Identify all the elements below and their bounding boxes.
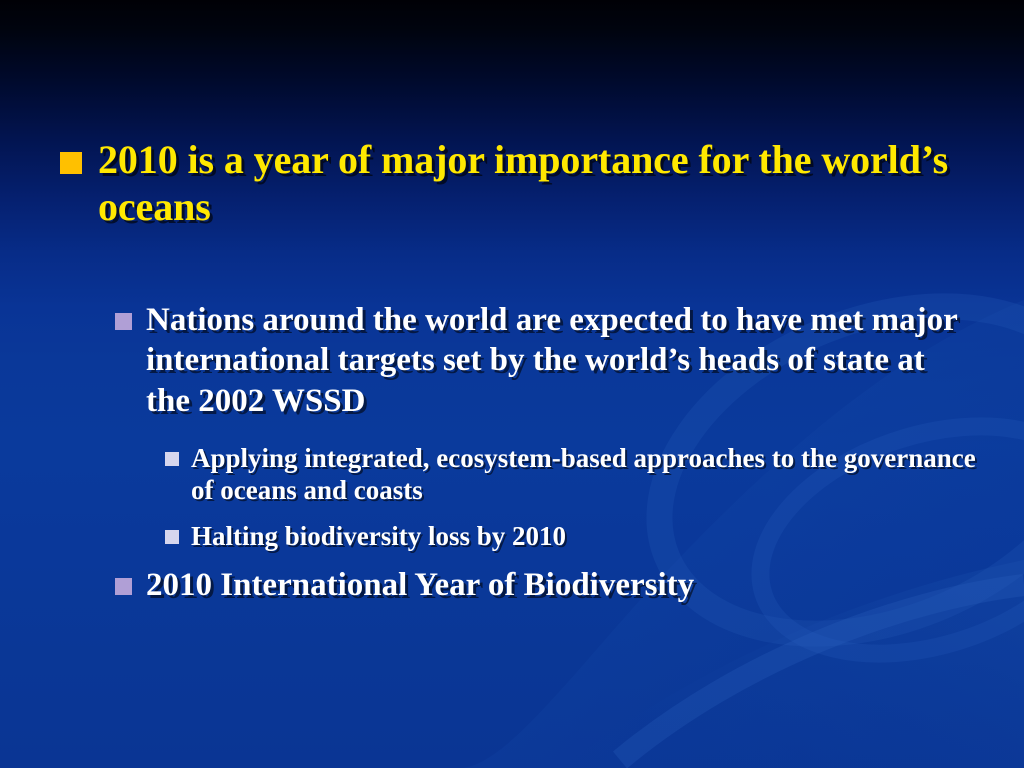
- bullet-text: Nations around the world are expected to…: [146, 302, 958, 419]
- square-bullet-icon: [115, 578, 132, 595]
- bullet-text: Applying integrated, ecosystem-based app…: [191, 443, 976, 506]
- bullet-text: 2010 International Year of Biodiversity: [146, 567, 695, 603]
- bullet-item-level1[interactable]: 2010 is a year of major importance for t…: [60, 136, 960, 230]
- bullet-text: Halting biodiversity loss by 2010: [191, 521, 567, 551]
- square-bullet-icon: [165, 530, 179, 544]
- bullet-text: 2010 is a year of major importance for t…: [98, 137, 949, 230]
- bullet-item-level3[interactable]: Halting biodiversity loss by 2010: [165, 520, 985, 552]
- bullet-item-level2[interactable]: 2010 International Year of Biodiversity: [115, 565, 975, 605]
- bullet-item-level3[interactable]: Applying integrated, ecosystem-based app…: [165, 442, 985, 507]
- bullet-item-level2[interactable]: Nations around the world are expected to…: [115, 300, 975, 421]
- square-bullet-icon: [60, 152, 82, 174]
- square-bullet-icon: [165, 452, 179, 466]
- square-bullet-icon: [115, 313, 132, 330]
